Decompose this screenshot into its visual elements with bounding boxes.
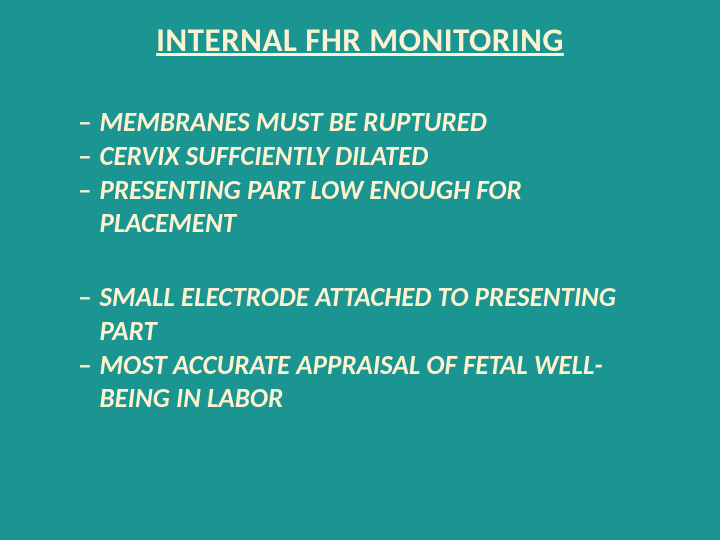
list-item: – SMALL ELECTRODE ATTACHED TO PRESENTING… — [78, 281, 660, 349]
bullet-group-1: – MEMBRANES MUST BE RUPTURED – CERVIX SU… — [60, 106, 660, 241]
bullet-text: SMALL ELECTRODE ATTACHED TO PRESENTING P… — [99, 281, 660, 349]
bullet-group-2: – SMALL ELECTRODE ATTACHED TO PRESENTING… — [60, 281, 660, 416]
list-item: – CERVIX SUFFCIENTLY DILATED — [78, 140, 660, 174]
list-item: – MOST ACCURATE APPRAISAL OF FETAL WELL-… — [78, 349, 660, 417]
bullet-text: MEMBRANES MUST BE RUPTURED — [99, 106, 660, 140]
bullet-dash: – — [78, 174, 99, 208]
list-item: – MEMBRANES MUST BE RUPTURED — [78, 106, 660, 140]
bullet-dash: – — [78, 106, 99, 140]
bullet-dash: – — [78, 281, 99, 315]
bullet-text: CERVIX SUFFCIENTLY DILATED — [99, 140, 660, 174]
bullet-dash: – — [78, 349, 99, 383]
list-item: – PRESENTING PART LOW ENOUGH FOR PLACEME… — [78, 174, 660, 242]
bullet-text: MOST ACCURATE APPRAISAL OF FETAL WELL-BE… — [99, 349, 660, 417]
bullet-dash: – — [78, 140, 99, 174]
slide-title: INTERNAL FHR MONITORING — [80, 20, 640, 60]
bullet-text: PRESENTING PART LOW ENOUGH FOR PLACEMENT — [99, 174, 660, 242]
